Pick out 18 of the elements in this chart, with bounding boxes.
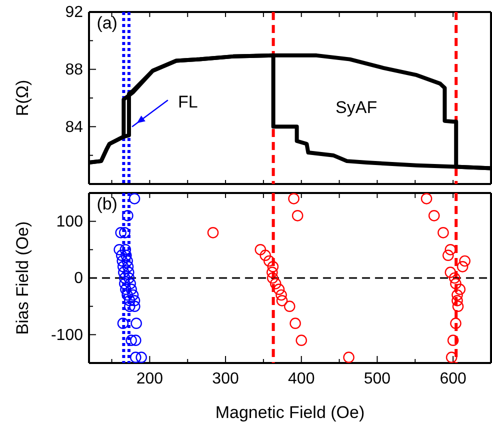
y-tick-label: 100 bbox=[56, 213, 84, 230]
x-tick-label: 500 bbox=[364, 370, 391, 388]
y-axis-title: R(Ω) bbox=[13, 80, 32, 116]
x-tick-label: 200 bbox=[136, 370, 164, 388]
annotation: (b) bbox=[96, 194, 118, 214]
x-tick-label: 600 bbox=[440, 370, 467, 388]
y-tick-label: 92 bbox=[65, 4, 84, 22]
y-tick-label: 84 bbox=[65, 118, 84, 136]
annotation: SyAF bbox=[336, 98, 378, 117]
annotation: (a) bbox=[96, 14, 118, 33]
y-tick-label: -100 bbox=[50, 326, 84, 344]
annotation: FL bbox=[178, 92, 198, 112]
y-tick-label: 88 bbox=[65, 61, 84, 78]
x-tick-label: 400 bbox=[288, 370, 315, 388]
y-tick-label: 0 bbox=[74, 270, 84, 288]
x-tick-label: 300 bbox=[212, 370, 239, 388]
x-axis-title: Magnetic Field (Oe) bbox=[215, 403, 365, 422]
y-axis-title: Bias Field (Oe) bbox=[13, 221, 32, 335]
